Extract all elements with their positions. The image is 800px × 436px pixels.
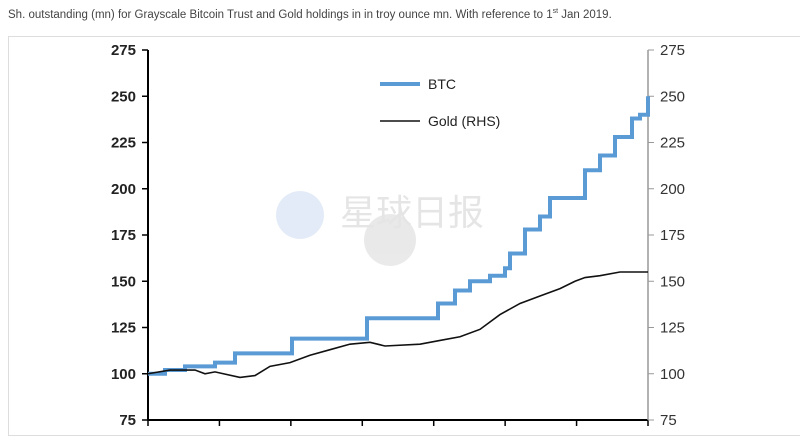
chart-title: Sh. outstanding (mn) for Grayscale Bitco… [8,8,612,21]
watermark: 星球日报 [276,191,484,266]
y-tick-label-left: 100 [111,366,136,383]
y-tick-label-right: 150 [660,273,685,290]
y-tick-label-right: 175 [660,227,685,244]
legend-label: BTC [428,76,456,92]
series-line-btc [148,96,650,376]
y-tick-label-right: 200 [660,181,685,198]
series-line-gold [147,271,648,379]
y-tick-label-right: 100 [660,366,685,383]
y-tick-label-left: 225 [111,135,136,152]
y-tick-label-left: 200 [111,181,136,198]
y-tick-label-left: 275 [111,42,136,59]
y-tick-label-right: 75 [660,412,677,427]
y-tick-label-right: 250 [660,88,685,105]
y-tick-label-right: 275 [660,42,685,59]
y-tick-label-left: 75 [119,412,136,427]
y-tick-label-right: 125 [660,320,685,337]
chart: 星球日报 275 275 250 250 225 225 200 200 175 175 150 15… [111,42,685,427]
y-tick-label-left: 150 [111,273,136,290]
legend-label: Gold (RHS) [428,113,500,129]
watermark-logo-icon [276,191,324,239]
y-tick-label-left: 125 [111,320,136,337]
y-tick-label-left: 250 [111,88,136,105]
watermark-text: 星球日报 [340,192,484,233]
y-tick-label-right: 225 [660,135,685,152]
y-tick-label-left: 175 [111,227,136,244]
watermark-search-icon [364,214,416,266]
